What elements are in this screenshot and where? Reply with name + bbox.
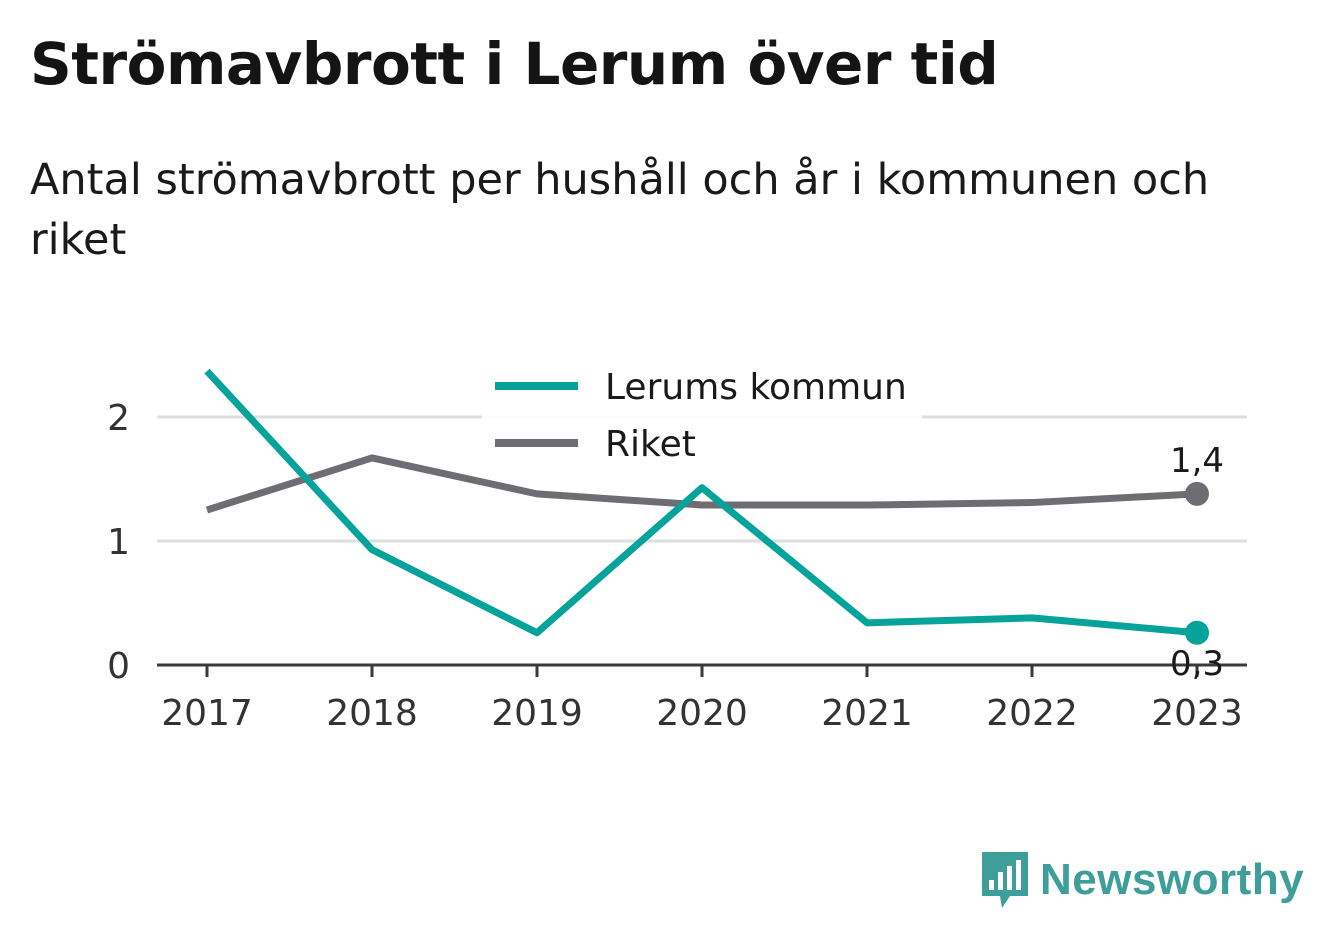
legend-background	[482, 362, 922, 472]
series-end-point	[1185, 481, 1209, 506]
series-line-riket	[205, 454, 1198, 514]
end-label-lerums-kommun: 0,3	[1170, 644, 1224, 684]
x-tick-label: 2023	[1151, 693, 1243, 734]
x-tick-label: 2021	[821, 693, 913, 734]
newsworthy-logo-icon	[982, 852, 1028, 908]
x-tick-label: 2020	[656, 693, 748, 734]
chart-subtitle: Antal strömavbrott per hushåll och år i …	[30, 155, 1210, 265]
brand-logo: Newsworthy	[980, 850, 1304, 910]
series-layer	[204, 368, 1209, 645]
series-line-lerums-kommun	[204, 368, 1198, 637]
brand-name: Newsworthy	[1040, 855, 1305, 904]
legend-label: Riket	[605, 424, 696, 465]
x-tick-label: 2019	[491, 693, 583, 734]
y-tick-label: 2	[107, 398, 130, 439]
end-label-riket: 1,4	[1170, 441, 1224, 481]
chart-title: Strömavbrott i Lerum över tid	[30, 30, 999, 98]
x-tick-label: 2022	[986, 693, 1078, 734]
x-tick-label: 2017	[161, 693, 253, 734]
y-tick-label: 1	[107, 522, 130, 563]
y-tick-label: 0	[107, 646, 130, 687]
legend-label: Lerums kommun	[605, 367, 907, 408]
series-end-point	[1185, 620, 1209, 645]
legend: Lerums kommun Riket	[482, 362, 922, 472]
end-labels: 1,4 0,3	[1170, 441, 1224, 684]
x-tick-label: 2018	[326, 693, 418, 734]
axis-layer: 0 1 2 2017 2018 2019 2020 2021 2022 2023	[107, 398, 1247, 734]
